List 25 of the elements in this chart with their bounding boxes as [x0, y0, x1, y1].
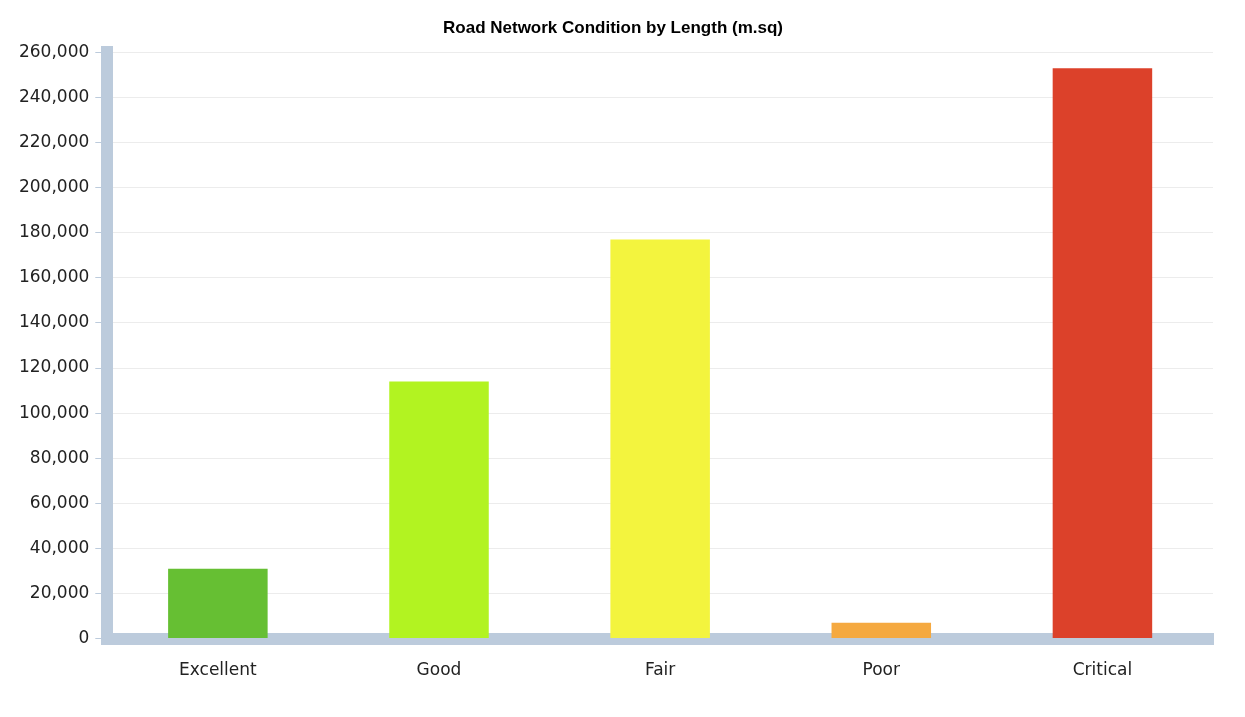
bar — [389, 381, 489, 639]
bar — [168, 568, 268, 639]
chart-title: Road Network Condition by Length (m.sq) — [443, 17, 783, 37]
y-tick-label: 40,000 — [29, 536, 90, 557]
bar — [610, 239, 710, 639]
y-tick-label: 60,000 — [29, 491, 90, 512]
x-tick-label: Poor — [862, 659, 901, 680]
y-tick-label: 260,000 — [18, 40, 90, 61]
y-tick-label: 220,000 — [18, 131, 90, 152]
x-tick-label: Critical — [1072, 659, 1133, 680]
x-tick-label: Excellent — [179, 659, 258, 680]
x-tick-label: Good — [416, 659, 462, 680]
y-tick-label: 200,000 — [18, 176, 90, 197]
y-tick-label: 0 — [78, 627, 90, 648]
y-tick-label: 100,000 — [18, 401, 90, 422]
x-tick-label: Fair — [644, 659, 676, 680]
y-tick-label: 240,000 — [18, 85, 90, 106]
y-tick-label: 120,000 — [18, 356, 90, 377]
y-tick-label: 80,000 — [29, 446, 90, 467]
bar — [1052, 68, 1153, 639]
y-tick-label: 180,000 — [18, 221, 90, 242]
y-tick-label: 160,000 — [18, 266, 90, 287]
y-tick-label: 140,000 — [18, 311, 90, 332]
bar — [831, 622, 932, 639]
y-tick-label: 20,000 — [29, 581, 90, 602]
